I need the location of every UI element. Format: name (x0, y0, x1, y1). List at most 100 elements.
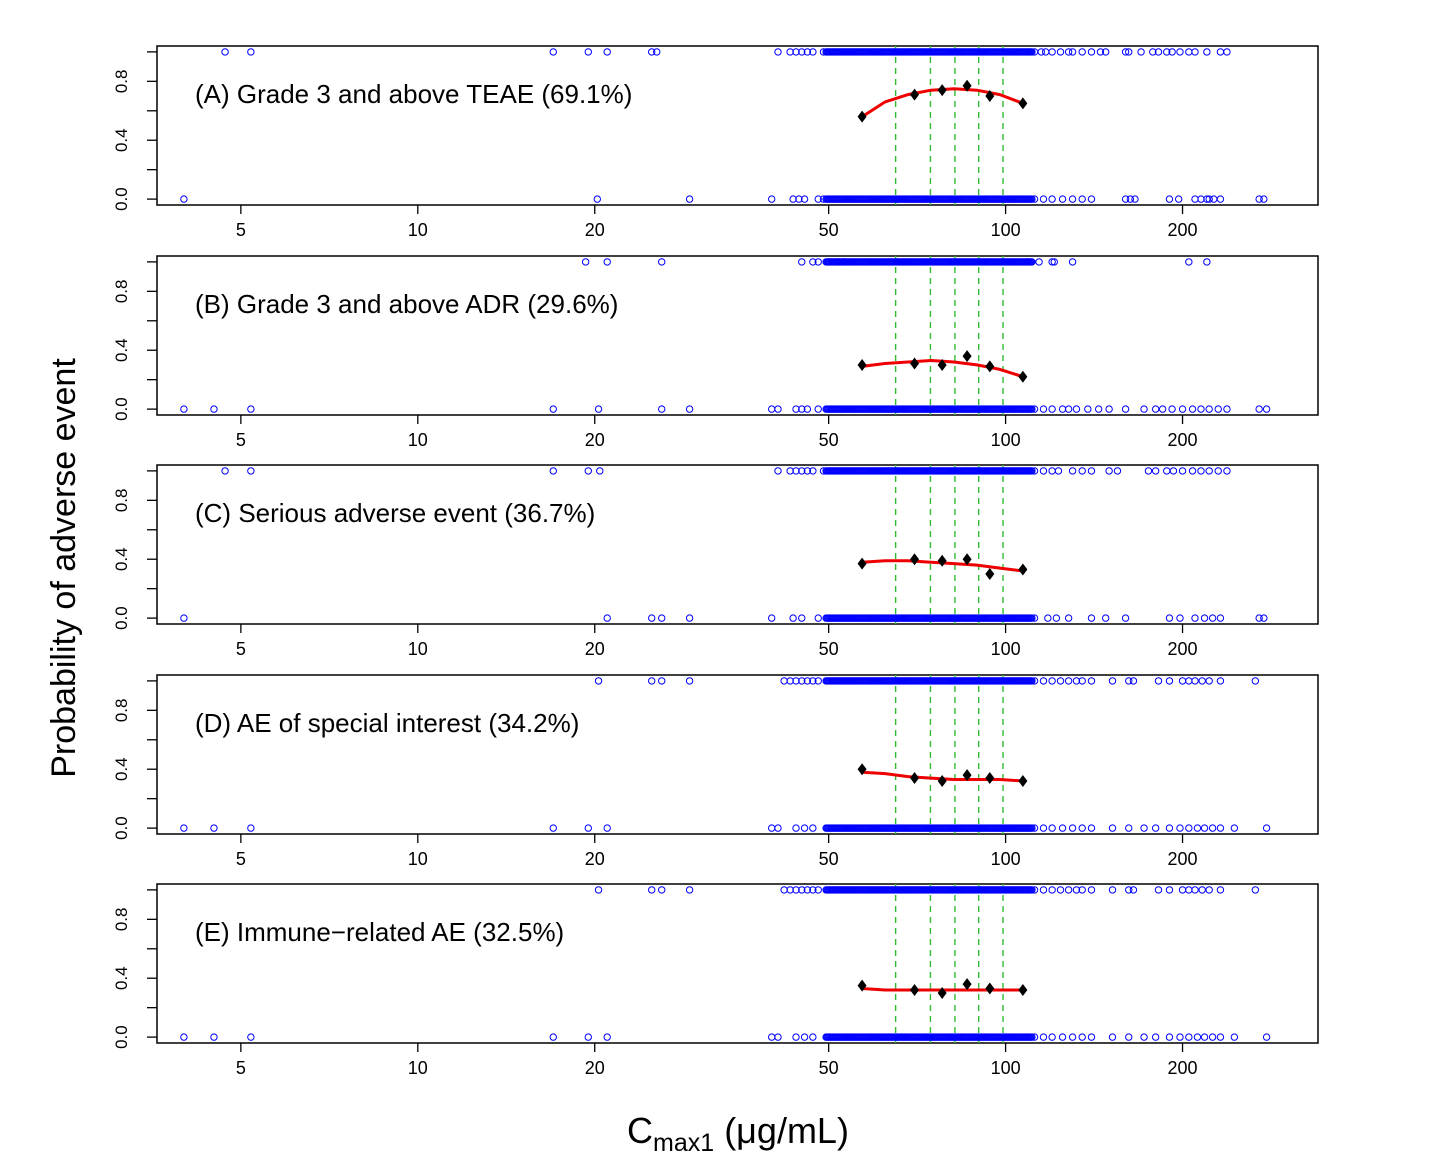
event-point (798, 258, 806, 266)
nonevent-point (1048, 195, 1056, 203)
nonevent-point (767, 1033, 776, 1041)
nonevent-point (1028, 614, 1036, 622)
event-point (1121, 48, 1130, 56)
event-point (809, 467, 817, 475)
nonevent-point (1068, 824, 1077, 832)
nonevent-point (1208, 1033, 1217, 1041)
event-point (1078, 48, 1086, 56)
binned-proportion-point (962, 79, 972, 92)
event-point (1087, 48, 1096, 56)
event-point (1185, 886, 1193, 894)
nonevent-point (774, 1033, 782, 1041)
panel-c: 0.0 0.4 0.8 5 10 20 50 100 200 (C) Serious advers… (112, 464, 1319, 659)
nonevent-point (800, 824, 809, 832)
event-point (814, 677, 822, 685)
nonevent-point (814, 405, 822, 413)
nonevent-point (1068, 195, 1077, 203)
event-point (1216, 677, 1225, 685)
panel-frame (156, 255, 1319, 416)
event-point (1039, 467, 1048, 475)
nonevent-point (1151, 824, 1160, 832)
event-point (1203, 48, 1211, 56)
event-point (1068, 258, 1077, 266)
panel-frame (156, 674, 1319, 835)
x-tick-label: 100 (991, 220, 1021, 240)
nonevent-point (1193, 1033, 1202, 1041)
nonevent-point (1178, 405, 1187, 413)
nonevent-point (247, 405, 255, 413)
nonevent-point (803, 405, 812, 413)
y-tick-label: 0.4 (112, 338, 131, 362)
nonevent-point (1048, 824, 1056, 832)
nonevent-point (1151, 1033, 1160, 1041)
x-axis-label-unit: (μg/mL) (714, 1110, 849, 1151)
event-point (1149, 48, 1157, 56)
binned-proportion-point (962, 350, 972, 363)
event-point (1028, 258, 1036, 266)
nonevent-point (1028, 824, 1036, 832)
binned-proportion-point (985, 90, 995, 103)
event-point (1078, 886, 1086, 894)
event-point (1216, 48, 1225, 56)
event-point (584, 467, 592, 475)
nonevent-point (789, 195, 797, 203)
event-point (1037, 48, 1045, 56)
nonevent-point (1044, 614, 1052, 622)
event-point (1028, 886, 1036, 894)
event-point (1048, 467, 1056, 475)
nonevent-point (1214, 405, 1222, 413)
nonevent-point (1230, 824, 1239, 832)
nonevent-point (1200, 1033, 1209, 1041)
nonevent-point (603, 824, 611, 832)
y-tick-label: 0.8 (112, 489, 131, 513)
nonevent-point (1068, 1033, 1077, 1041)
event-point (814, 886, 822, 894)
x-tick-label: 20 (585, 220, 605, 240)
event-point (594, 886, 603, 894)
event-point (1048, 48, 1056, 56)
panel-label: (A) Grade 3 and above TEAE (69.1%) (195, 79, 632, 109)
event-point (798, 48, 806, 56)
event-point (1203, 258, 1211, 266)
nonevent-point (767, 614, 776, 622)
binned-proportion-point (937, 358, 947, 371)
binned-proportion-point (910, 772, 920, 785)
event-point (1054, 467, 1063, 475)
event-point (1039, 886, 1048, 894)
event-point (596, 467, 604, 475)
nonevent-point (1208, 614, 1217, 622)
nonevent-point (1216, 195, 1225, 203)
nonevent-point (1200, 614, 1209, 622)
event-point (648, 48, 656, 56)
event-point (1176, 48, 1184, 56)
event-point (1072, 886, 1081, 894)
nonevent-point (1064, 405, 1073, 413)
event-point (1125, 886, 1133, 894)
nonevent-point (800, 1033, 809, 1041)
nonevent-point (1087, 1033, 1096, 1041)
nonevent-point (789, 614, 797, 622)
nonevent-point (1165, 614, 1174, 622)
nonevent-point (814, 614, 822, 622)
x-tick-label: 10 (408, 849, 428, 869)
nonevent-point (1140, 405, 1148, 413)
event-point (774, 467, 782, 475)
event-point (549, 48, 557, 56)
event-point (1154, 886, 1163, 894)
event-point (1154, 677, 1163, 685)
binned-proportion-point (985, 772, 995, 785)
x-tick-label: 200 (1168, 639, 1198, 659)
event-point (1197, 467, 1205, 475)
event-point (1129, 677, 1138, 685)
event-point (792, 467, 800, 475)
nonevent-point (210, 824, 218, 832)
nonevent-point (1131, 195, 1139, 203)
event-point (648, 677, 656, 685)
nonevent-point (1205, 405, 1213, 413)
y-tick-label: 0.8 (112, 908, 131, 932)
nonevent-point (1185, 1033, 1193, 1041)
nonevent-point (1210, 195, 1218, 203)
nonevent-point (180, 195, 188, 203)
event-point (1068, 48, 1077, 56)
event-point (798, 886, 806, 894)
